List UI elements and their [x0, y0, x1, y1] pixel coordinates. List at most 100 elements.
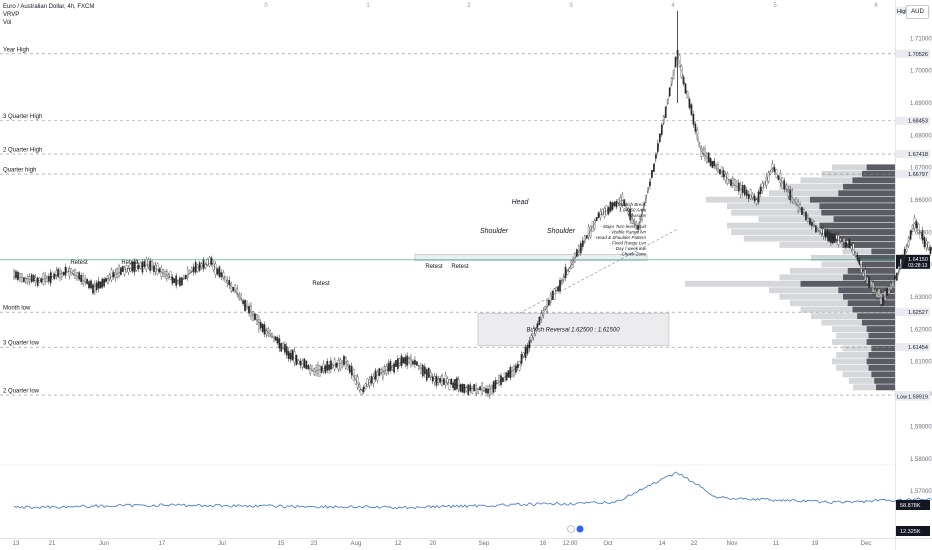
- volume-profile-bar: [836, 352, 895, 358]
- candle: [459, 384, 462, 392]
- candle: [143, 261, 146, 267]
- candle: [448, 379, 451, 390]
- candle: [230, 283, 233, 292]
- level-label: 2 Quarter High: [3, 148, 42, 154]
- candle: [48, 276, 50, 282]
- candle: [101, 278, 104, 288]
- candle: [127, 267, 130, 273]
- candle: [303, 358, 306, 368]
- candle: [393, 363, 395, 373]
- candle: [107, 275, 109, 284]
- candle: [502, 377, 504, 382]
- candle: [601, 208, 604, 215]
- candle: [356, 376, 359, 388]
- top-bar-number: 5: [773, 3, 777, 9]
- candle: [57, 268, 59, 277]
- head-label: Head: [512, 199, 530, 206]
- candle: [318, 365, 321, 377]
- volume-profile-bar: [800, 306, 895, 313]
- volume-profile-bar: [848, 377, 895, 384]
- candle: [24, 278, 27, 283]
- candle: [135, 260, 138, 271]
- candle: [456, 377, 458, 389]
- candle: [284, 344, 286, 353]
- price-tick-label: 1.70000: [910, 69, 932, 75]
- candle: [322, 363, 325, 371]
- dividend-icon[interactable]: [576, 525, 584, 533]
- candle: [747, 194, 750, 199]
- candle: [728, 179, 731, 184]
- volume-profile-bar: [832, 339, 895, 345]
- currency-button[interactable]: AUD: [906, 5, 929, 19]
- volume-profile-bar-dark: [868, 352, 895, 358]
- candle: [339, 359, 342, 370]
- candle: [328, 364, 330, 371]
- candle: [574, 253, 576, 263]
- price-tick-label: 1.67000: [910, 166, 932, 172]
- volume-profile-bar-dark: [866, 339, 895, 345]
- volume-value-tag: [896, 500, 930, 510]
- candle: [412, 361, 414, 365]
- time-tick-label: Dec: [861, 541, 872, 547]
- candle: [297, 359, 300, 364]
- candle: [291, 349, 294, 361]
- volume-profile-bar: [832, 358, 895, 365]
- volume-profile-bar-dark: [847, 267, 895, 274]
- candle: [559, 280, 561, 292]
- time-tick-label: 19: [812, 541, 819, 547]
- volume-profile-bar: [706, 196, 895, 203]
- indicator-vrvp[interactable]: VRVP: [3, 12, 20, 18]
- price-tick-label: 1.62000: [910, 327, 932, 333]
- top-bar-number: 2: [467, 3, 471, 9]
- indicator-vol[interactable]: Vol: [3, 20, 12, 26]
- candle: [46, 276, 48, 282]
- level-price-tag: [896, 170, 930, 179]
- candle: [153, 265, 155, 272]
- candle: [210, 257, 213, 265]
- candle: [70, 267, 73, 276]
- candle: [23, 277, 25, 283]
- volume-profile-bar: [779, 183, 895, 190]
- retest-zone[interactable]: [414, 254, 648, 262]
- candle: [330, 360, 332, 370]
- candle: [387, 363, 390, 372]
- candle: [429, 372, 432, 378]
- candle: [145, 258, 148, 270]
- volume-profile-bar-dark: [838, 287, 895, 294]
- candle: [609, 201, 612, 212]
- price-tick-label: 1.61000: [910, 360, 932, 366]
- candle: [49, 272, 52, 284]
- event-icon[interactable]: [567, 525, 575, 533]
- volume-profile-bar: [821, 319, 895, 326]
- shoulder-label-right: Shoulder: [547, 228, 576, 235]
- candle: [343, 356, 345, 366]
- low-tag-value: 1.59919: [908, 395, 928, 401]
- chart-title: Euro / Australian Dollar, 4h, FXCM: [3, 4, 95, 10]
- time-tick-label: 13: [13, 541, 20, 547]
- volume-profile-bar: [811, 313, 895, 320]
- volume-profile-bar-dark: [868, 332, 895, 339]
- candle: [427, 367, 430, 378]
- candle: [815, 225, 817, 233]
- time-tick-label: 17: [159, 541, 166, 547]
- candle: [492, 381, 495, 393]
- level-price-tag: [896, 343, 930, 352]
- bullish-reversal-zone[interactable]: [477, 312, 670, 346]
- candle: [452, 382, 454, 389]
- candle: [469, 384, 472, 392]
- candle: [244, 300, 246, 312]
- volume-profile-bar-dark: [866, 326, 895, 333]
- candle: [389, 361, 392, 372]
- candle: [477, 388, 479, 394]
- candle: [188, 269, 191, 274]
- price-tick-label: 1.71000: [910, 36, 932, 42]
- candle: [78, 272, 81, 280]
- candle: [64, 266, 67, 276]
- candle: [317, 364, 319, 374]
- reasons-line: 1.64150 Area: [619, 208, 646, 213]
- candle: [467, 384, 470, 396]
- candle: [204, 263, 207, 268]
- top-bar-number: 0: [264, 3, 268, 9]
- candle: [66, 267, 69, 273]
